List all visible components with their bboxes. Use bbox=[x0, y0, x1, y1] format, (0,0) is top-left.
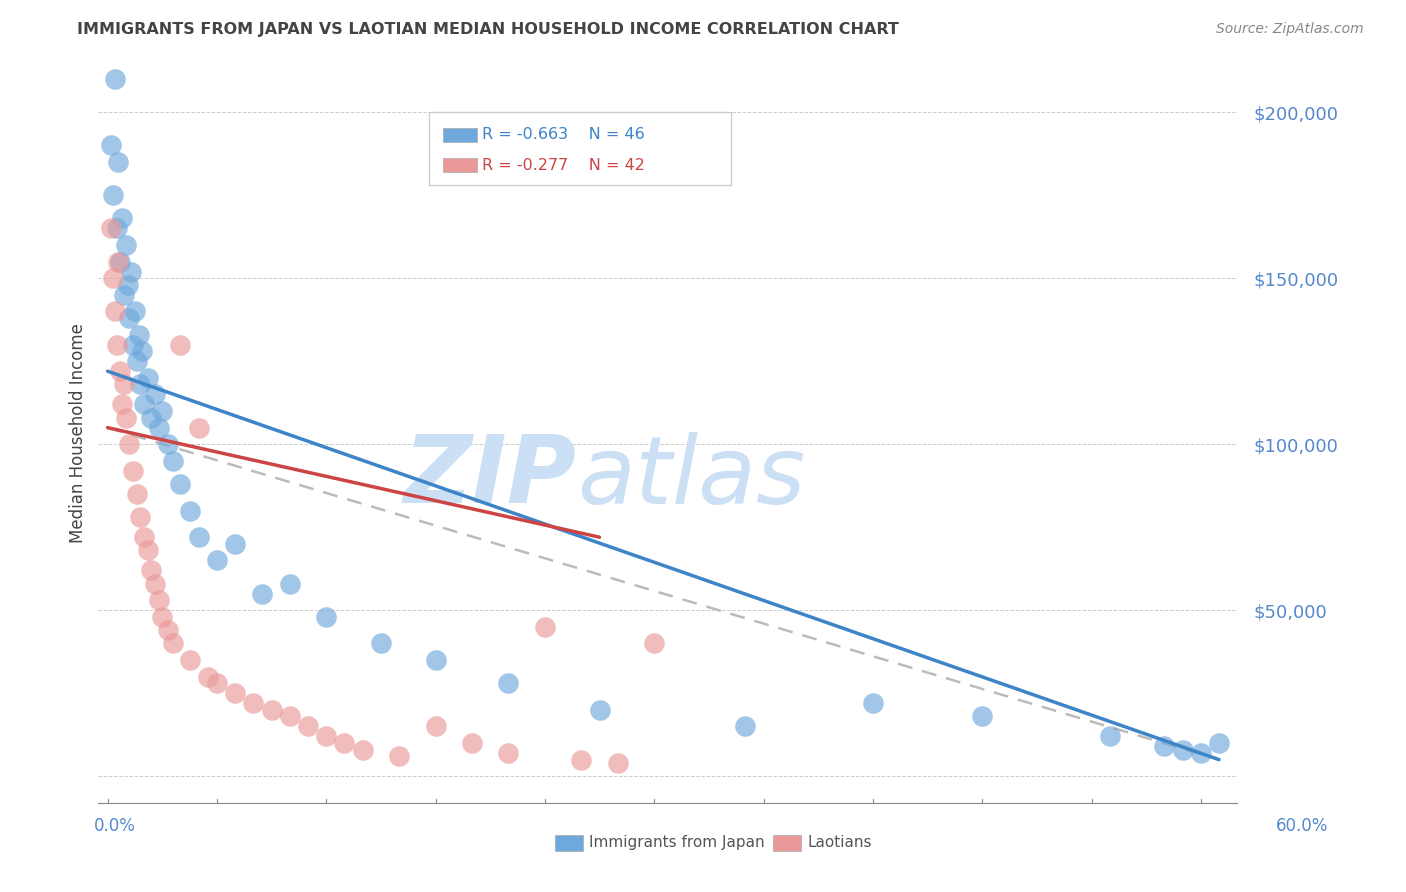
Point bbox=[862, 696, 884, 710]
Point bbox=[1171, 742, 1194, 756]
Point bbox=[534, 620, 557, 634]
Text: Source: ZipAtlas.com: Source: ZipAtlas.com bbox=[1216, 22, 1364, 37]
Point bbox=[120, 264, 142, 278]
Point bbox=[129, 510, 152, 524]
Point bbox=[124, 304, 146, 318]
Text: 60.0%: 60.0% bbox=[1277, 817, 1329, 835]
Point bbox=[110, 254, 132, 268]
Point bbox=[117, 277, 139, 292]
Point bbox=[122, 337, 145, 351]
Point bbox=[122, 464, 145, 478]
Point bbox=[315, 730, 337, 744]
Point bbox=[278, 709, 301, 723]
Text: ZIP: ZIP bbox=[404, 431, 576, 523]
Point bbox=[425, 719, 447, 733]
Point bbox=[278, 576, 301, 591]
Point bbox=[110, 364, 132, 378]
Text: Immigrants from Japan: Immigrants from Japan bbox=[589, 835, 765, 849]
Point bbox=[352, 742, 374, 756]
Point bbox=[101, 271, 124, 285]
Point bbox=[156, 623, 179, 637]
Point bbox=[162, 636, 184, 650]
Point bbox=[179, 503, 201, 517]
Point bbox=[260, 703, 283, 717]
Point bbox=[150, 610, 173, 624]
Point bbox=[112, 377, 135, 392]
Text: R = -0.663    N = 46: R = -0.663 N = 46 bbox=[482, 128, 645, 142]
Point bbox=[114, 410, 136, 425]
Point bbox=[498, 746, 520, 760]
Point bbox=[148, 420, 170, 434]
Point bbox=[118, 311, 141, 326]
Point bbox=[112, 288, 135, 302]
Point bbox=[132, 530, 155, 544]
Point bbox=[141, 563, 163, 577]
Point bbox=[118, 437, 141, 451]
Point bbox=[107, 155, 129, 169]
Point bbox=[143, 387, 166, 401]
Point bbox=[136, 371, 159, 385]
Text: atlas: atlas bbox=[576, 432, 806, 523]
Point bbox=[101, 188, 124, 202]
Point bbox=[1098, 730, 1121, 744]
Point bbox=[125, 354, 148, 368]
Point bbox=[143, 576, 166, 591]
Point bbox=[224, 537, 246, 551]
Point bbox=[187, 530, 209, 544]
Point bbox=[197, 670, 219, 684]
Point bbox=[125, 487, 148, 501]
Point bbox=[588, 703, 610, 717]
Point bbox=[205, 553, 228, 567]
Point bbox=[132, 397, 155, 411]
Point bbox=[315, 610, 337, 624]
Point bbox=[156, 437, 179, 451]
Point bbox=[169, 337, 191, 351]
Point bbox=[498, 676, 520, 690]
Point bbox=[425, 653, 447, 667]
Point bbox=[114, 238, 136, 252]
Point bbox=[104, 72, 127, 87]
Point bbox=[105, 337, 128, 351]
Point bbox=[297, 719, 319, 733]
Point bbox=[150, 404, 173, 418]
Point bbox=[388, 749, 411, 764]
Point bbox=[461, 736, 484, 750]
Point bbox=[148, 593, 170, 607]
Text: IMMIGRANTS FROM JAPAN VS LAOTIAN MEDIAN HOUSEHOLD INCOME CORRELATION CHART: IMMIGRANTS FROM JAPAN VS LAOTIAN MEDIAN … bbox=[77, 22, 900, 37]
Point bbox=[111, 211, 134, 226]
Point bbox=[187, 420, 209, 434]
Point bbox=[1208, 736, 1230, 750]
Point bbox=[136, 543, 159, 558]
Point bbox=[1153, 739, 1175, 754]
Point bbox=[569, 753, 592, 767]
Point bbox=[606, 756, 628, 770]
Y-axis label: Median Household Income: Median Household Income bbox=[69, 323, 87, 542]
Point bbox=[141, 410, 163, 425]
Point bbox=[104, 304, 127, 318]
Point bbox=[643, 636, 665, 650]
Point bbox=[131, 344, 153, 359]
Text: R = -0.277    N = 42: R = -0.277 N = 42 bbox=[482, 158, 645, 172]
Text: Laotians: Laotians bbox=[807, 835, 872, 849]
Point bbox=[100, 138, 122, 153]
Point bbox=[111, 397, 134, 411]
Point bbox=[734, 719, 756, 733]
Point bbox=[179, 653, 201, 667]
Point bbox=[972, 709, 994, 723]
Point bbox=[224, 686, 246, 700]
Point bbox=[1189, 746, 1212, 760]
Point bbox=[107, 254, 129, 268]
Point bbox=[205, 676, 228, 690]
Point bbox=[333, 736, 356, 750]
Point bbox=[129, 377, 152, 392]
Point bbox=[169, 477, 191, 491]
Point bbox=[252, 587, 274, 601]
Point bbox=[370, 636, 392, 650]
Point bbox=[162, 454, 184, 468]
Point bbox=[242, 696, 264, 710]
Point bbox=[105, 221, 128, 235]
Point bbox=[128, 327, 150, 342]
Text: 0.0%: 0.0% bbox=[94, 817, 136, 835]
Point bbox=[100, 221, 122, 235]
